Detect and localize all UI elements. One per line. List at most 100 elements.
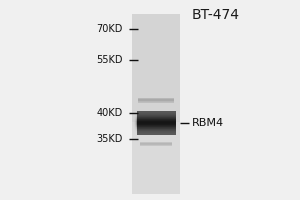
Bar — [131, 132, 132, 133]
Bar — [133, 130, 134, 131]
Bar — [134, 121, 135, 122]
Bar — [134, 127, 135, 128]
Bar — [130, 125, 131, 126]
Bar — [130, 113, 131, 114]
Bar — [136, 118, 176, 119]
Bar — [132, 124, 133, 125]
Bar — [131, 130, 132, 131]
Text: 70KD: 70KD — [97, 24, 123, 34]
Bar — [136, 120, 137, 121]
Bar — [136, 134, 176, 135]
Bar — [136, 112, 137, 113]
Bar — [140, 145, 172, 146]
Bar — [135, 132, 136, 133]
Bar — [131, 122, 132, 123]
Bar — [132, 125, 133, 126]
Bar — [133, 120, 134, 121]
Bar — [139, 101, 174, 102]
Bar — [130, 112, 131, 113]
Bar — [133, 116, 134, 117]
Bar — [131, 115, 132, 116]
Bar — [136, 133, 137, 134]
Bar — [130, 114, 131, 115]
Bar — [135, 129, 136, 130]
Bar — [136, 124, 176, 125]
Bar — [133, 129, 134, 130]
Bar — [135, 127, 136, 128]
Bar — [130, 131, 131, 132]
Bar — [130, 121, 131, 122]
Bar — [133, 128, 134, 129]
Bar — [130, 124, 131, 125]
Bar — [132, 14, 180, 194]
Bar — [133, 123, 134, 124]
Bar — [136, 116, 137, 117]
Text: RBM4: RBM4 — [192, 118, 224, 128]
Bar — [132, 134, 133, 135]
Bar — [136, 128, 137, 129]
Bar — [136, 122, 137, 123]
Bar — [133, 115, 134, 116]
Bar — [139, 98, 174, 99]
Bar — [132, 113, 133, 114]
Bar — [130, 120, 131, 121]
Bar — [131, 134, 132, 135]
Bar — [131, 121, 132, 122]
Bar — [130, 111, 131, 112]
Bar — [134, 116, 135, 117]
Bar — [133, 134, 134, 135]
Bar — [133, 117, 134, 118]
Bar — [130, 134, 131, 135]
Bar — [134, 126, 135, 127]
Bar — [133, 133, 134, 134]
Bar — [131, 116, 132, 117]
Bar — [130, 127, 131, 128]
Bar — [139, 99, 174, 100]
Text: 35KD: 35KD — [97, 134, 123, 144]
Bar — [135, 130, 136, 131]
Bar — [130, 132, 131, 133]
Bar — [135, 133, 136, 134]
Bar — [132, 131, 133, 132]
Bar — [132, 128, 133, 129]
Bar — [131, 120, 132, 121]
Bar — [130, 128, 131, 129]
Bar — [135, 125, 136, 126]
Bar — [131, 129, 132, 130]
Bar — [135, 134, 136, 135]
Bar — [132, 126, 133, 127]
Bar — [136, 111, 176, 112]
Bar — [140, 142, 172, 143]
Bar — [135, 128, 136, 129]
Bar — [134, 122, 135, 123]
Text: 55KD: 55KD — [97, 55, 123, 65]
Bar — [135, 113, 136, 114]
Bar — [135, 123, 136, 124]
Bar — [130, 119, 131, 120]
Bar — [132, 117, 133, 118]
Bar — [136, 131, 176, 132]
Bar — [136, 116, 176, 117]
Bar — [131, 118, 132, 119]
Bar — [133, 127, 134, 128]
Bar — [133, 125, 134, 126]
Bar — [135, 114, 136, 115]
Bar — [132, 118, 133, 119]
Bar — [133, 119, 134, 120]
Bar — [135, 115, 136, 116]
Bar — [136, 121, 137, 122]
Bar — [136, 114, 137, 115]
Bar — [134, 124, 135, 125]
Bar — [132, 115, 133, 116]
Bar — [134, 120, 135, 121]
Bar — [134, 131, 135, 132]
Bar — [134, 128, 135, 129]
Bar — [131, 124, 132, 125]
Text: BT-474: BT-474 — [192, 8, 240, 22]
Bar — [135, 131, 136, 132]
Bar — [130, 130, 131, 131]
Bar — [131, 119, 132, 120]
Bar — [131, 127, 132, 128]
Bar — [136, 115, 137, 116]
Bar — [136, 132, 176, 133]
